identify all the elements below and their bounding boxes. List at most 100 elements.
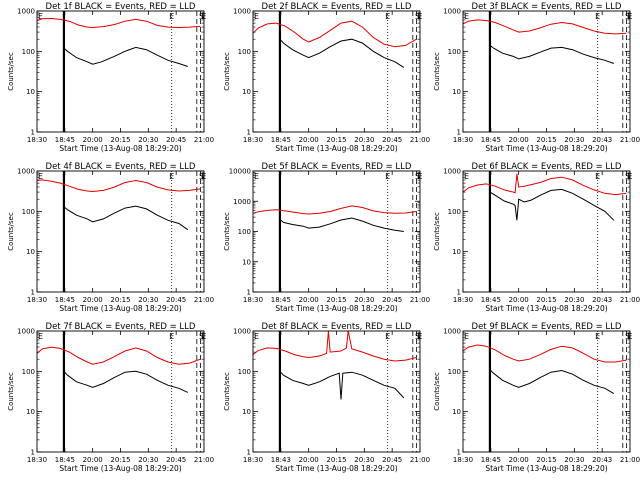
x-tick-label: 20:30	[564, 296, 584, 304]
event-marker-label: E	[169, 172, 174, 181]
plot-frame	[36, 10, 205, 133]
y-tick-label: 10	[242, 258, 251, 266]
x-tick-label: 20:30	[138, 136, 158, 144]
y-axis-label: Counts/sec	[223, 52, 231, 91]
x-tick-label: 21:00	[194, 136, 214, 144]
event-marker-label: E	[464, 172, 469, 181]
x-tick-label: 20:30	[354, 296, 374, 304]
y-tick-label: 1	[457, 449, 461, 457]
y-tick-label: 100	[22, 368, 35, 376]
y-tick-label: 1	[31, 129, 35, 137]
saa-marker-label: S	[199, 172, 204, 181]
events-series-line	[489, 369, 615, 395]
saa-marker-label: S	[625, 172, 630, 181]
event-marker-label: E	[38, 12, 43, 21]
x-axis-label: Start Time (13-Aug-08 18:29:20)	[59, 144, 181, 153]
y-tick-label: 1000	[443, 328, 461, 336]
y-tick-label: 100	[238, 228, 251, 236]
detector-chart-6: Det 6f BLACK = Events, RED = LLD Counts/s…	[433, 162, 640, 313]
y-tick-label: 10	[452, 408, 461, 416]
events-series-line	[489, 188, 615, 221]
y-tick-label: 10	[242, 408, 251, 416]
x-tick-label: 20:45	[382, 136, 402, 144]
y-tick-label: 100	[22, 208, 35, 216]
event-marker-label: E	[254, 12, 259, 21]
x-tick-label: 18:45	[481, 136, 501, 144]
y-tick-label: 100	[22, 48, 35, 56]
x-tick-label: 18:30	[453, 456, 473, 464]
lld-series-line	[36, 179, 201, 193]
x-tick-label: 18:45	[271, 136, 291, 144]
y-axis-label: Counts/sec	[433, 372, 441, 411]
y-tick-label: 1	[457, 129, 461, 137]
y-tick-label: 100	[238, 48, 251, 56]
x-tick-label: 20:15	[536, 136, 556, 144]
plot-frame	[462, 170, 631, 293]
saa-marker-label: S	[415, 332, 420, 341]
y-tick-label: 1000	[233, 8, 251, 16]
plot-frame	[462, 10, 631, 133]
lld-series-line	[36, 346, 201, 365]
y-tick-label: 10	[26, 408, 35, 416]
x-tick-label: 20:45	[166, 456, 186, 464]
x-tick-label: 20:00	[299, 456, 319, 464]
saa-marker-label: S	[625, 332, 630, 341]
event-marker-label: E	[385, 172, 390, 181]
x-tick-label: 18:30	[27, 456, 47, 464]
y-tick-label: 1000	[443, 168, 461, 176]
x-axis-label: Start Time (13-Aug-08 18:29:20)	[59, 464, 181, 473]
chart-title: Det 5f BLACK = Events, RED = LLD	[262, 162, 412, 172]
saa-marker-label: S	[415, 12, 420, 21]
x-tick-label: 20:00	[299, 136, 319, 144]
x-tick-label: 21:00	[620, 296, 640, 304]
x-tick-label: 20:15	[326, 296, 346, 304]
y-axis-label: Counts/sec	[223, 212, 231, 251]
y-tick-label: 1000	[17, 168, 35, 176]
x-tick-label: 20:15	[536, 296, 556, 304]
event-marker-label: E	[595, 332, 600, 341]
event-marker-label: E	[385, 12, 390, 21]
x-tick-label: 20:30	[354, 136, 374, 144]
event-marker-label: E	[169, 12, 174, 21]
y-tick-label: 1000	[17, 328, 35, 336]
x-axis-label: Start Time (13-Aug-08 18:29:20)	[485, 144, 607, 153]
y-tick-label: 100	[238, 368, 251, 376]
detector-chart-2: Det 2f BLACK = Events, RED = LLD Counts/s…	[223, 2, 430, 153]
saa-marker-label: S	[199, 332, 204, 341]
y-tick-label: 10	[452, 88, 461, 96]
y-tick-label: 1	[31, 449, 35, 457]
x-tick-label: 21:00	[410, 456, 430, 464]
x-tick-label: 18:30	[243, 136, 263, 144]
y-axis-label: Counts/sec	[7, 212, 15, 251]
chart-title: Det 1f BLACK = Events, RED = LLD	[46, 2, 196, 12]
x-tick-label: 21:00	[620, 456, 640, 464]
lld-series-line	[36, 17, 201, 29]
y-axis-label: Counts/sec	[7, 52, 15, 91]
lld-series-line	[252, 20, 417, 48]
plot-frame	[252, 170, 421, 293]
chart-title: Det 9f BLACK = Events, RED = LLD	[472, 322, 622, 332]
lld-series-line	[462, 19, 627, 35]
x-tick-label: 20:00	[83, 136, 103, 144]
x-tick-label: 18:45	[55, 296, 75, 304]
x-tick-label: 20:15	[326, 456, 346, 464]
chart-title: Det 2f BLACK = Events, RED = LLD	[262, 2, 412, 12]
x-tick-label: 21:00	[194, 296, 214, 304]
event-marker-label: E	[38, 172, 43, 181]
y-tick-label: 100	[448, 368, 461, 376]
x-tick-label: 20:00	[83, 296, 103, 304]
x-tick-label: 21:00	[194, 456, 214, 464]
chart-title: Det 8f BLACK = Events, RED = LLD	[262, 322, 412, 332]
x-tick-label: 18:30	[453, 136, 473, 144]
x-tick-label: 20:30	[564, 136, 584, 144]
x-tick-label: 21:00	[620, 136, 640, 144]
x-tick-label: 18:45	[55, 136, 75, 144]
y-tick-label: 1	[247, 289, 251, 297]
x-tick-label: 20:00	[509, 456, 529, 464]
detector-chart-4: Det 4f BLACK = Events, RED = LLD Counts/s…	[7, 162, 214, 313]
plot-frame	[36, 170, 205, 293]
x-tick-label: 20:00	[299, 296, 319, 304]
x-tick-label: 20:00	[509, 296, 529, 304]
x-tick-label: 20:30	[138, 456, 158, 464]
